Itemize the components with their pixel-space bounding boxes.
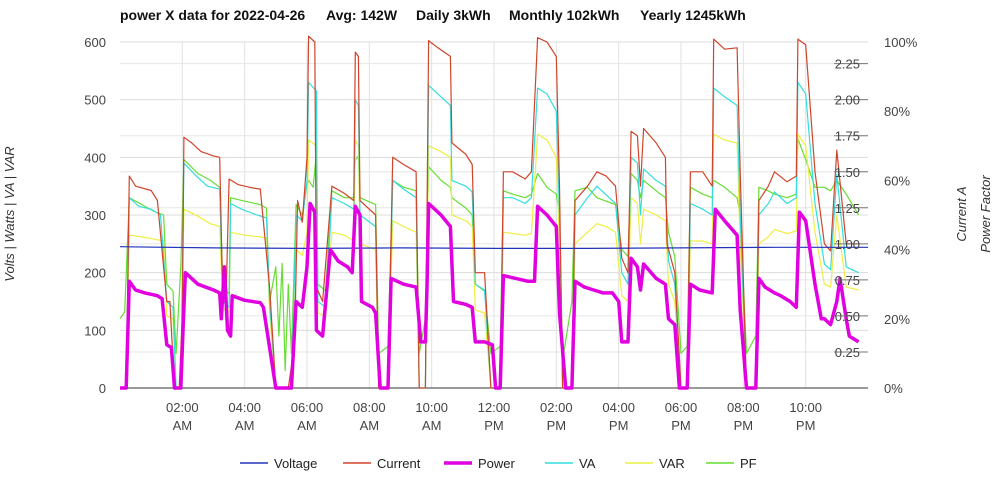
legend-label: PF (740, 456, 757, 471)
x-tick-label: 02:00 (166, 400, 199, 415)
current-tick-label: 0.25 (835, 345, 860, 360)
left-axis-label: Volts | Watts | VA | VAR (2, 146, 17, 281)
x-tick-label: 06:00 (291, 400, 324, 415)
legend-label: VA (579, 456, 596, 471)
pf-tick-label: 20% (884, 312, 910, 327)
current-tick-label: 1.25 (835, 201, 860, 216)
legend-item-power: Power (444, 456, 516, 471)
x-tick-label: 04:00 (602, 400, 635, 415)
y-tick-label: 400 (84, 150, 106, 165)
series-line-voltage (119, 246, 868, 249)
legend-item-pf: PF (706, 456, 757, 471)
legend-label: VAR (659, 456, 685, 471)
monthly-stat: Monthly 102kWh (509, 7, 619, 23)
series-line-power (120, 201, 860, 390)
x-tick-label: 02:00 (540, 400, 573, 415)
x-axis-ticks: 02:00 AM 04:00 AM 06:00 AM 08:00 AM 10:00 AM 12:00… (166, 400, 822, 433)
series-line-pf (119, 138, 860, 372)
yearly-stat: Yearly 1245kWh (640, 7, 746, 23)
legend-item-var: VAR (625, 456, 685, 471)
pf-axis-label: Power Factor (978, 175, 993, 253)
legend-label: Current (377, 456, 421, 471)
y-tick-label: 500 (84, 93, 106, 108)
x-tick-label: 10:00 (789, 400, 822, 415)
legend-item-voltage: Voltage (240, 456, 317, 471)
current-tick-label: 1.00 (835, 237, 860, 252)
y-tick-label: 100 (84, 323, 106, 338)
x-tick-label: PM (484, 418, 504, 433)
legend-item-current: Current (343, 456, 421, 471)
x-tick-label: 06:00 (665, 400, 698, 415)
pf-tick-label: 80% (884, 104, 910, 119)
x-tick-label: PM (734, 418, 754, 433)
legend-label: Power (478, 456, 516, 471)
left-axis-ticks: 0 100 200 300 400 500 600 (84, 35, 106, 396)
x-tick-label: PM (609, 418, 629, 433)
series-line-var (120, 133, 859, 389)
y-tick-label: 300 (84, 208, 106, 223)
y-tick-label: 0 (99, 381, 106, 396)
series-line-va (120, 81, 859, 389)
x-tick-label: PM (547, 418, 567, 433)
legend-item-va: VA (545, 456, 596, 471)
pf-tick-label: 60% (884, 173, 910, 188)
series-lines (119, 35, 868, 390)
current-tick-label: 2.25 (835, 57, 860, 72)
chart-header: power X data for 2022-04-26 Avg: 142W Da… (120, 7, 746, 23)
avg-stat: Avg: 142W (326, 7, 398, 23)
x-tick-label: AM (422, 418, 442, 433)
x-tick-label: PM (671, 418, 691, 433)
current-tick-label: 0.50 (835, 309, 860, 324)
x-tick-label: AM (235, 418, 255, 433)
y-tick-label: 600 (84, 35, 106, 50)
x-tick-label: PM (796, 418, 816, 433)
x-tick-label: 08:00 (353, 400, 386, 415)
y-tick-label: 200 (84, 266, 106, 281)
current-axis-ticks: 0.25 0.50 0.75 1.00 1.25 1.50 1.75 2.00 2.25 (834, 57, 868, 360)
current-tick-label: 0.75 (835, 273, 860, 288)
x-tick-label: AM (360, 418, 380, 433)
x-tick-label: 04:00 (228, 400, 261, 415)
series-line-current (120, 35, 859, 389)
x-tick-label: 12:00 (478, 400, 511, 415)
pf-tick-label: 40% (884, 243, 910, 258)
x-tick-label: 08:00 (727, 400, 760, 415)
current-tick-label: 2.00 (835, 93, 860, 108)
current-axis-label: Current A (954, 186, 969, 241)
x-tick-label: 10:00 (415, 400, 448, 415)
pf-axis-ticks: 0% 20% 40% 60% 80% 100% (884, 35, 918, 396)
current-tick-label: 1.50 (835, 165, 860, 180)
legend: Voltage Current Power VA VAR PF (240, 456, 757, 471)
x-tick-label: AM (173, 418, 193, 433)
pf-tick-label: 0% (884, 381, 903, 396)
chart-title: power X data for 2022-04-26 (120, 7, 305, 23)
legend-label: Voltage (274, 456, 317, 471)
daily-stat: Daily 3kWh (416, 7, 491, 23)
grid (120, 41, 868, 389)
x-tick-label: AM (297, 418, 317, 433)
pf-tick-label: 100% (884, 35, 918, 50)
current-tick-label: 1.75 (835, 129, 860, 144)
